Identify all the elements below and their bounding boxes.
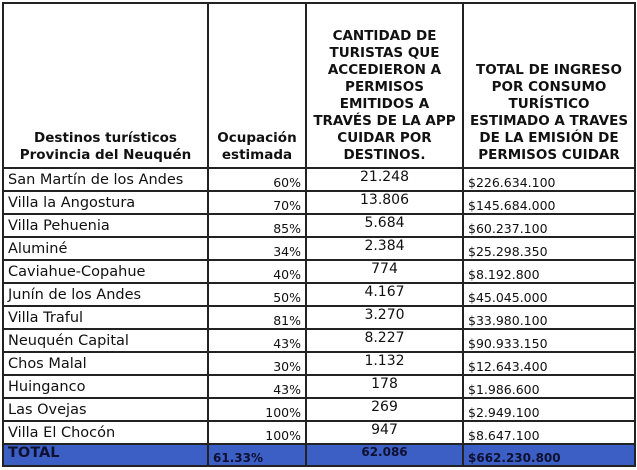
destino-cell: Villa la Angostura	[2, 190, 209, 215]
header-ingreso: TOTAL DE INGRESO POR CONSUMO TURÍSTICO E…	[462, 2, 636, 169]
ingreso-cell: $90.933.150	[462, 328, 636, 353]
destino-cell: Caviahue-Copahue	[2, 259, 209, 284]
turistas-cell: 8.227	[305, 328, 464, 353]
ingreso-cell: $8.192.800	[462, 259, 636, 284]
destino-cell: Chos Malal	[2, 351, 209, 376]
ingreso-cell: $226.634.100	[462, 167, 636, 192]
header-destinos: Destinos turísticos Provincia del Neuqué…	[2, 2, 209, 169]
ingreso-cell: $12.643.400	[462, 351, 636, 376]
turistas-cell: 21.248	[305, 167, 464, 192]
destino-cell: Villa Traful	[2, 305, 209, 330]
ingreso-cell: $1.986.600	[462, 374, 636, 399]
destino-cell: San Martín de los Andes	[2, 167, 209, 192]
turistas-cell: 774	[305, 259, 464, 284]
table-row: Villa Pehuenia 85% 5.684 $60.237.100	[2, 213, 636, 238]
turistas-cell: 1.132	[305, 351, 464, 376]
turistas-cell: 13.806	[305, 190, 464, 215]
total-turistas-cell: 62.086	[305, 443, 464, 467]
destino-cell: Huinganco	[2, 374, 209, 399]
header-turistas: CANTIDAD DE TURISTAS QUE ACCEDIERON A PE…	[305, 2, 464, 169]
table-row: Huinganco 43% 178 $1.986.600	[2, 374, 636, 399]
turistas-cell: 2.384	[305, 236, 464, 261]
total-ingreso-cell: $662.230.800	[462, 443, 636, 467]
total-ocupacion-cell: 61.33%	[207, 443, 307, 467]
turistas-cell: 5.684	[305, 213, 464, 238]
ocupacion-cell: 40%	[207, 259, 307, 284]
table-row: Villa El Chocón 100% 947 $8.647.100	[2, 420, 636, 445]
turistas-cell: 4.167	[305, 282, 464, 307]
ocupacion-cell: 70%	[207, 190, 307, 215]
ingreso-cell: $45.045.000	[462, 282, 636, 307]
table-row: Villa Traful 81% 3.270 $33.980.100	[2, 305, 636, 330]
turistas-cell: 3.270	[305, 305, 464, 330]
destino-cell: Junín de los Andes	[2, 282, 209, 307]
table-row: Neuquén Capital 43% 8.227 $90.933.150	[2, 328, 636, 353]
total-row: TOTAL 61.33% 62.086 $662.230.800	[2, 443, 636, 467]
turistas-cell: 947	[305, 420, 464, 445]
ingreso-cell: $2.949.100	[462, 397, 636, 422]
ocupacion-cell: 34%	[207, 236, 307, 261]
ocupacion-cell: 85%	[207, 213, 307, 238]
table-row: Chos Malal 30% 1.132 $12.643.400	[2, 351, 636, 376]
destino-cell: Neuquén Capital	[2, 328, 209, 353]
ingreso-cell: $33.980.100	[462, 305, 636, 330]
table-row: Aluminé 34% 2.384 $25.298.350	[2, 236, 636, 261]
destino-cell: Las Ovejas	[2, 397, 209, 422]
table-row: Junín de los Andes 50% 4.167 $45.045.000	[2, 282, 636, 307]
destino-cell: Aluminé	[2, 236, 209, 261]
header-row: Destinos turísticos Provincia del Neuqué…	[2, 2, 636, 169]
ocupacion-cell: 100%	[207, 420, 307, 445]
ingreso-cell: $60.237.100	[462, 213, 636, 238]
ingreso-cell: $25.298.350	[462, 236, 636, 261]
table-row: Caviahue-Copahue 40% 774 $8.192.800	[2, 259, 636, 284]
total-destino-cell: TOTAL	[2, 443, 209, 467]
turistas-cell: 178	[305, 374, 464, 399]
header-ocupacion: Ocupación estimada	[207, 2, 307, 169]
ocupacion-cell: 43%	[207, 328, 307, 353]
ocupacion-cell: 60%	[207, 167, 307, 192]
ingreso-cell: $8.647.100	[462, 420, 636, 445]
table-row: San Martín de los Andes 60% 21.248 $226.634…	[2, 167, 636, 192]
ocupacion-cell: 43%	[207, 374, 307, 399]
turistas-cell: 269	[305, 397, 464, 422]
table-row: Las Ovejas 100% 269 $2.949.100	[2, 397, 636, 422]
destino-cell: Villa Pehuenia	[2, 213, 209, 238]
ingreso-cell: $145.684.000	[462, 190, 636, 215]
ocupacion-cell: 50%	[207, 282, 307, 307]
ocupacion-cell: 81%	[207, 305, 307, 330]
table-row: Villa la Angostura 70% 13.806 $145.684.000	[2, 190, 636, 215]
ocupacion-cell: 100%	[207, 397, 307, 422]
ocupacion-cell: 30%	[207, 351, 307, 376]
destino-cell: Villa El Chocón	[2, 420, 209, 445]
